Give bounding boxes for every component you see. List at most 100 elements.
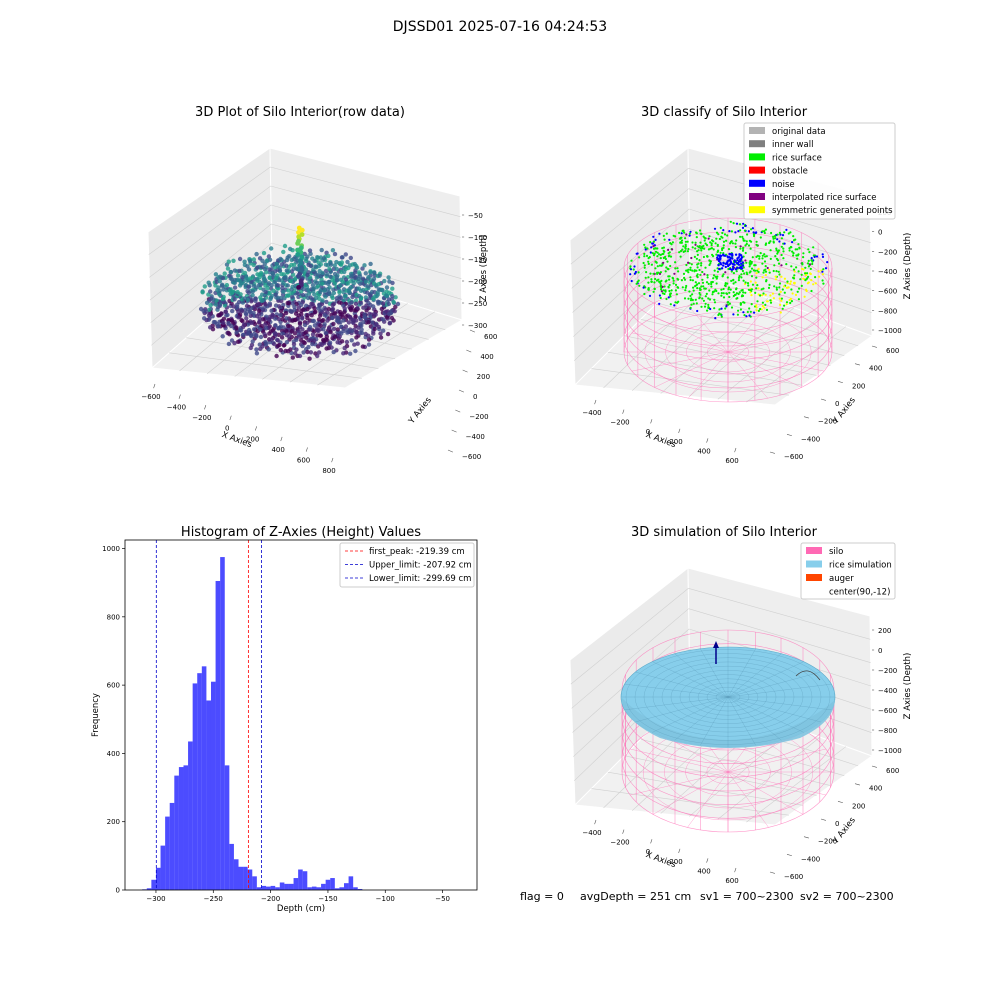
point	[742, 222, 745, 225]
histogram-bar	[330, 878, 335, 890]
point	[711, 293, 714, 296]
point	[718, 312, 721, 315]
point	[750, 275, 754, 278]
point	[221, 320, 226, 326]
point	[701, 278, 704, 281]
raw-y-tick-mark	[469, 329, 476, 333]
point	[716, 256, 719, 259]
raw-y-tick-label: −200	[469, 413, 488, 421]
point	[709, 307, 712, 311]
simulation-rice-surface	[620, 641, 836, 748]
point	[356, 325, 361, 330]
point	[263, 302, 268, 307]
point	[662, 234, 665, 237]
point	[319, 247, 324, 253]
point	[668, 289, 671, 293]
point	[235, 273, 241, 278]
point	[680, 236, 683, 239]
point	[705, 292, 708, 295]
point	[821, 255, 825, 258]
point	[780, 245, 783, 248]
point	[254, 313, 260, 319]
point	[386, 275, 391, 280]
point	[763, 269, 766, 272]
point	[812, 283, 815, 286]
point	[662, 249, 665, 252]
point	[723, 233, 727, 236]
point	[335, 340, 340, 345]
point	[741, 261, 744, 264]
point	[727, 286, 731, 289]
point	[363, 295, 369, 300]
point	[740, 273, 743, 276]
point	[349, 300, 354, 305]
point	[735, 292, 739, 295]
simulation-y-tick-mark	[820, 818, 826, 821]
point	[358, 288, 364, 293]
raw-panel-title: 3D Plot of Silo Interior(row data)	[195, 105, 405, 120]
point	[792, 268, 796, 271]
point	[710, 244, 713, 247]
point	[630, 279, 633, 283]
point	[334, 266, 339, 272]
point	[761, 301, 765, 304]
grid-line	[746, 746, 847, 823]
raw-x-tick-mark	[178, 394, 181, 399]
point	[330, 306, 336, 312]
point	[724, 284, 727, 288]
point	[798, 287, 801, 290]
point	[749, 310, 752, 313]
point	[786, 286, 789, 289]
point	[734, 281, 737, 284]
point	[808, 251, 811, 254]
point	[284, 316, 289, 321]
point	[747, 288, 751, 291]
point	[715, 282, 718, 285]
point	[772, 297, 776, 300]
point	[270, 328, 275, 333]
silo-floor-spoke	[631, 351, 729, 372]
point	[782, 257, 785, 260]
point	[261, 287, 266, 292]
point	[257, 319, 262, 324]
point	[226, 320, 231, 326]
point	[710, 281, 713, 284]
point	[673, 272, 676, 275]
point	[761, 254, 764, 257]
point	[248, 345, 253, 351]
point	[742, 279, 745, 282]
mesh-spoke	[624, 696, 729, 711]
classify-x-tick-label: −400	[582, 409, 601, 417]
point	[746, 282, 750, 285]
point	[237, 256, 243, 262]
point	[684, 247, 687, 250]
point	[815, 255, 819, 258]
point	[792, 254, 795, 257]
point	[226, 259, 231, 264]
point	[669, 303, 672, 306]
point	[674, 289, 678, 292]
point	[708, 235, 711, 238]
point	[663, 285, 666, 288]
point	[656, 255, 659, 258]
point	[720, 307, 723, 310]
point	[281, 249, 286, 255]
point	[254, 265, 260, 271]
point	[676, 267, 679, 270]
point	[698, 259, 701, 262]
point	[316, 272, 321, 277]
point	[744, 259, 747, 262]
point	[654, 267, 657, 270]
point	[346, 320, 352, 325]
point	[809, 267, 812, 270]
point	[198, 306, 204, 312]
point	[680, 232, 683, 235]
raw-z-axis-label: Z Axies (Depth)	[479, 235, 489, 302]
point	[732, 222, 735, 225]
point	[807, 265, 811, 268]
point	[383, 293, 389, 298]
simulation-panel: 3D simulation of Silo Interior −400 −200 0…	[569, 525, 913, 885]
silo-floor-spoke	[631, 332, 729, 353]
point	[248, 259, 253, 264]
point	[310, 283, 316, 288]
